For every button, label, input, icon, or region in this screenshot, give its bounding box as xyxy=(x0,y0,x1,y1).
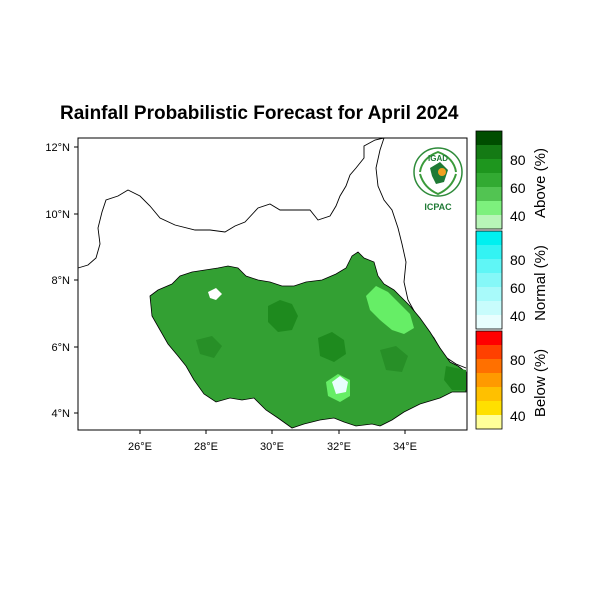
y-tick-label: 8°N xyxy=(52,275,71,287)
colorbar-frame xyxy=(475,130,503,230)
y-tick-label: 6°N xyxy=(52,342,71,354)
colorbar-labels: 80 60 40 80 60 40 80 60 40 Above (%) Nor… xyxy=(510,148,549,424)
colorbar-tick-label: 60 xyxy=(510,280,526,296)
colorbar-swatch xyxy=(476,159,502,173)
y-tick-label: 12°N xyxy=(45,142,70,154)
x-tick-label: 28°E xyxy=(194,441,218,453)
colorbar-swatch xyxy=(476,245,502,259)
colorbar-group-label-above: Above (%) xyxy=(532,148,549,218)
colorbar-swatch xyxy=(476,131,502,145)
dark-green-patch xyxy=(196,336,222,358)
dark-green-patch xyxy=(380,346,408,372)
colorbar-swatch xyxy=(476,215,502,229)
colorbar-swatch xyxy=(476,201,502,215)
colorbar-tick-label: 40 xyxy=(510,208,526,224)
dark-green-patch xyxy=(318,332,346,362)
x-tick-label: 34°E xyxy=(393,441,417,453)
colorbar-swatch xyxy=(476,187,502,201)
map-title: Rainfall Probabilistic Forecast for Apri… xyxy=(60,103,459,124)
colorbar-swatch xyxy=(476,145,502,159)
y-tick-label: 4°N xyxy=(52,408,71,420)
colorbar-group-label-below: Below (%) xyxy=(532,349,549,417)
colorbar-swatch xyxy=(476,273,502,287)
colorbar-tick-label: 40 xyxy=(510,408,526,424)
y-axis xyxy=(74,146,78,414)
colorbar-swatch xyxy=(476,415,502,429)
colorbar-swatch xyxy=(476,373,502,387)
colorbar-swatch xyxy=(476,231,502,245)
colorbar-swatch xyxy=(476,173,502,187)
colorbar-group-label-normal: Normal (%) xyxy=(532,245,549,321)
colorbar xyxy=(475,130,503,430)
normal-spot xyxy=(208,288,222,300)
normal-spot xyxy=(332,376,348,394)
colorbar-swatch xyxy=(476,345,502,359)
x-tick-label: 32°E xyxy=(327,441,351,453)
colorbar-swatch xyxy=(476,301,502,315)
x-axis xyxy=(139,430,406,434)
colorbar-frame xyxy=(475,230,503,330)
colorbar-tick-label: 40 xyxy=(510,308,526,324)
logo-bottom-text: ICPAC xyxy=(424,202,452,212)
colorbar-swatch xyxy=(476,401,502,415)
dark-green-patch xyxy=(444,366,466,390)
colorbar-swatch xyxy=(476,259,502,273)
colorbar-tick-label: 80 xyxy=(510,352,526,368)
laurel-icon xyxy=(419,150,457,173)
sudan-border-line xyxy=(77,137,385,269)
colorbar-tick-label: 80 xyxy=(510,252,526,268)
x-tick-label: 26°E xyxy=(128,441,152,453)
light-green-patch xyxy=(366,286,414,334)
colorbar-swatch xyxy=(476,387,502,401)
colorbar-swatch xyxy=(476,315,502,329)
x-tick-label: 30°E xyxy=(260,441,284,453)
x-tick-labels: 26°E 28°E 30°E 32°E 34°E xyxy=(128,441,417,453)
colorbar-tick-label: 60 xyxy=(510,180,526,196)
colorbar-swatch xyxy=(476,331,502,345)
colorbar-tick-label: 80 xyxy=(510,152,526,168)
sun-icon xyxy=(438,168,446,176)
colorbar-swatch xyxy=(476,287,502,301)
colorbar-swatch xyxy=(476,359,502,373)
dark-green-patch xyxy=(268,300,298,332)
colorbar-tick-label: 60 xyxy=(510,380,526,396)
laurel-icon xyxy=(419,173,457,196)
y-tick-labels: 12°N 10°N 8°N 6°N 4°N xyxy=(45,142,70,420)
colorbar-frame xyxy=(475,330,503,430)
y-tick-label: 10°N xyxy=(45,209,70,221)
icpac-logo: IGAD ICPAC xyxy=(413,147,463,212)
logo-top-text: IGAD xyxy=(428,154,448,163)
